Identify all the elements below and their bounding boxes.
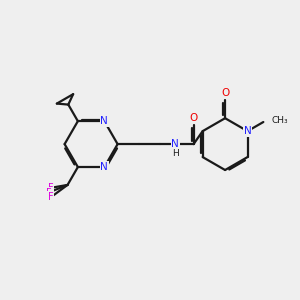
Text: N: N (244, 126, 251, 136)
Text: N: N (171, 139, 179, 149)
Text: H: H (172, 149, 179, 158)
Text: N: N (100, 116, 108, 126)
Text: CH₃: CH₃ (272, 116, 288, 125)
Text: N: N (100, 162, 108, 172)
Text: F: F (46, 188, 51, 198)
Text: F: F (48, 192, 54, 202)
Text: O: O (221, 88, 229, 98)
Text: F: F (48, 183, 54, 193)
Text: O: O (190, 113, 198, 124)
